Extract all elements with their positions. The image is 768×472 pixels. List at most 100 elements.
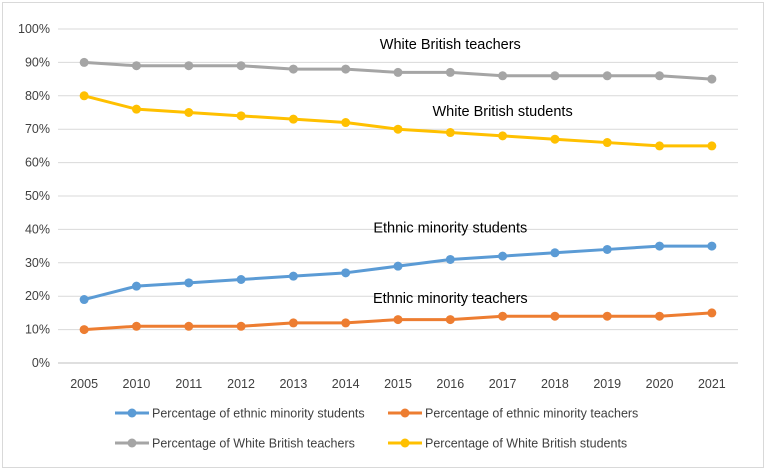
data-point [602, 138, 612, 148]
y-tick-label: 90% [25, 55, 50, 69]
data-point [184, 108, 194, 117]
x-tick-label: 2005 [70, 377, 98, 391]
y-tick-label: 100% [18, 22, 50, 36]
legend: Percentage of ethnic minority students Pe… [115, 407, 638, 451]
x-tick-label: 2011 [175, 377, 202, 391]
data-point [288, 114, 298, 124]
data-point [131, 61, 141, 71]
data-point [393, 67, 403, 77]
data-point [445, 67, 455, 77]
data-point [184, 278, 194, 288]
y-axis-tick-labels: 0% 10% 20% 30% 40% 50% 60% 70% 80% 90% 100% [18, 22, 50, 370]
data-point [445, 254, 455, 264]
data-point [236, 61, 246, 71]
series-2 [79, 308, 717, 335]
y-tick-label: 60% [25, 156, 50, 170]
data-point [393, 315, 403, 325]
legend-label: Percentage of ethnic minority teachers [425, 407, 638, 421]
data-point [288, 271, 298, 281]
data-point [602, 311, 612, 321]
x-tick-label: 2018 [541, 377, 569, 391]
legend-label: Percentage of White British students [425, 437, 627, 451]
annotation-label: Ethnic minority teachers [373, 291, 528, 307]
data-point [655, 141, 665, 151]
data-point [707, 241, 717, 251]
x-tick-label: 2012 [227, 377, 255, 391]
data-point [341, 118, 351, 128]
data-point [236, 111, 246, 121]
data-point [131, 104, 141, 114]
data-point [341, 318, 351, 328]
data-point [655, 71, 665, 81]
legend-label: Percentage of ethnic minority students [152, 407, 365, 421]
data-point [79, 295, 89, 305]
x-tick-label: 2013 [279, 377, 307, 391]
x-tick-label: 2020 [646, 377, 674, 391]
data-point [550, 311, 560, 321]
line-chart: 0%10%20%30%40%50%60%70%80%90%100% 2005 20… [18, 22, 738, 451]
data-point [445, 315, 455, 325]
data-point [288, 318, 298, 328]
legend-entry: Percentage of White British students [388, 437, 627, 451]
series-line [82, 94, 714, 148]
legend-entry: Percentage of White British teachers [115, 437, 355, 451]
x-axis-tick-labels: 2005 2010 2011 2012 2013 2014 2015 2016 2017 2018… [70, 377, 726, 391]
data-point [393, 261, 403, 271]
data-point [288, 64, 298, 74]
data-point [498, 131, 508, 141]
x-tick-label: 2019 [593, 377, 621, 391]
data-point [341, 268, 351, 278]
data-point [655, 311, 665, 321]
y-tick-label: 70% [25, 122, 50, 136]
data-point [655, 241, 665, 251]
data-point [602, 71, 612, 81]
chart-frame: 0% 10% 20% 30% 40% 50% 60% 70% 80% 90% 100% 2005 20… [2, 2, 764, 468]
annotation-label: White British teachers [380, 37, 521, 53]
y-tick-label: 30% [25, 256, 50, 270]
data-point [445, 128, 455, 138]
data-point [236, 321, 246, 331]
y-tick-label: 20% [25, 289, 50, 303]
data-point [498, 71, 508, 81]
y-tick-label: 80% [25, 89, 50, 103]
data-point [393, 124, 403, 134]
legend-swatch-marker [127, 438, 137, 448]
data-point [79, 91, 89, 101]
annotation-label: Ethnic minority students [373, 221, 527, 237]
series-1 [79, 241, 717, 305]
y-tick-label: 0% [32, 356, 50, 370]
y-tick-label: 50% [25, 189, 50, 203]
x-tick-label: 2021 [698, 377, 726, 391]
gridlines [58, 28, 738, 364]
data-point [550, 248, 560, 258]
data-point [707, 74, 717, 84]
x-tick-label: 2014 [332, 377, 360, 391]
data-point [341, 64, 351, 74]
data-point [602, 244, 612, 254]
y-tick-label: 40% [25, 222, 50, 236]
y-tick-label: 10% [25, 323, 50, 337]
legend-entry: Percentage of ethnic minority teachers [388, 407, 638, 421]
annotations: White British teachers White British stud… [373, 37, 573, 307]
data-point [498, 251, 508, 261]
annotation-label: White British students [432, 104, 572, 120]
legend-swatch-marker [127, 408, 137, 418]
data-point [79, 57, 89, 67]
x-tick-label: 2015 [384, 377, 412, 391]
series-lines [79, 57, 717, 335]
data-point [550, 71, 560, 81]
series-4 [79, 91, 717, 151]
series-3 [79, 57, 717, 84]
data-point [550, 134, 560, 144]
data-point [184, 61, 194, 71]
legend-label: Percentage of White British teachers [152, 437, 355, 451]
data-point [184, 321, 194, 331]
data-point [236, 275, 246, 284]
x-tick-label: 2016 [436, 377, 464, 391]
data-point [498, 311, 508, 321]
legend-swatch-marker [400, 408, 410, 418]
x-tick-label: 2010 [123, 377, 151, 391]
legend-entry: Percentage of ethnic minority students [115, 407, 365, 421]
x-tick-label: 2017 [489, 377, 517, 391]
legend-swatch-marker [400, 438, 410, 448]
